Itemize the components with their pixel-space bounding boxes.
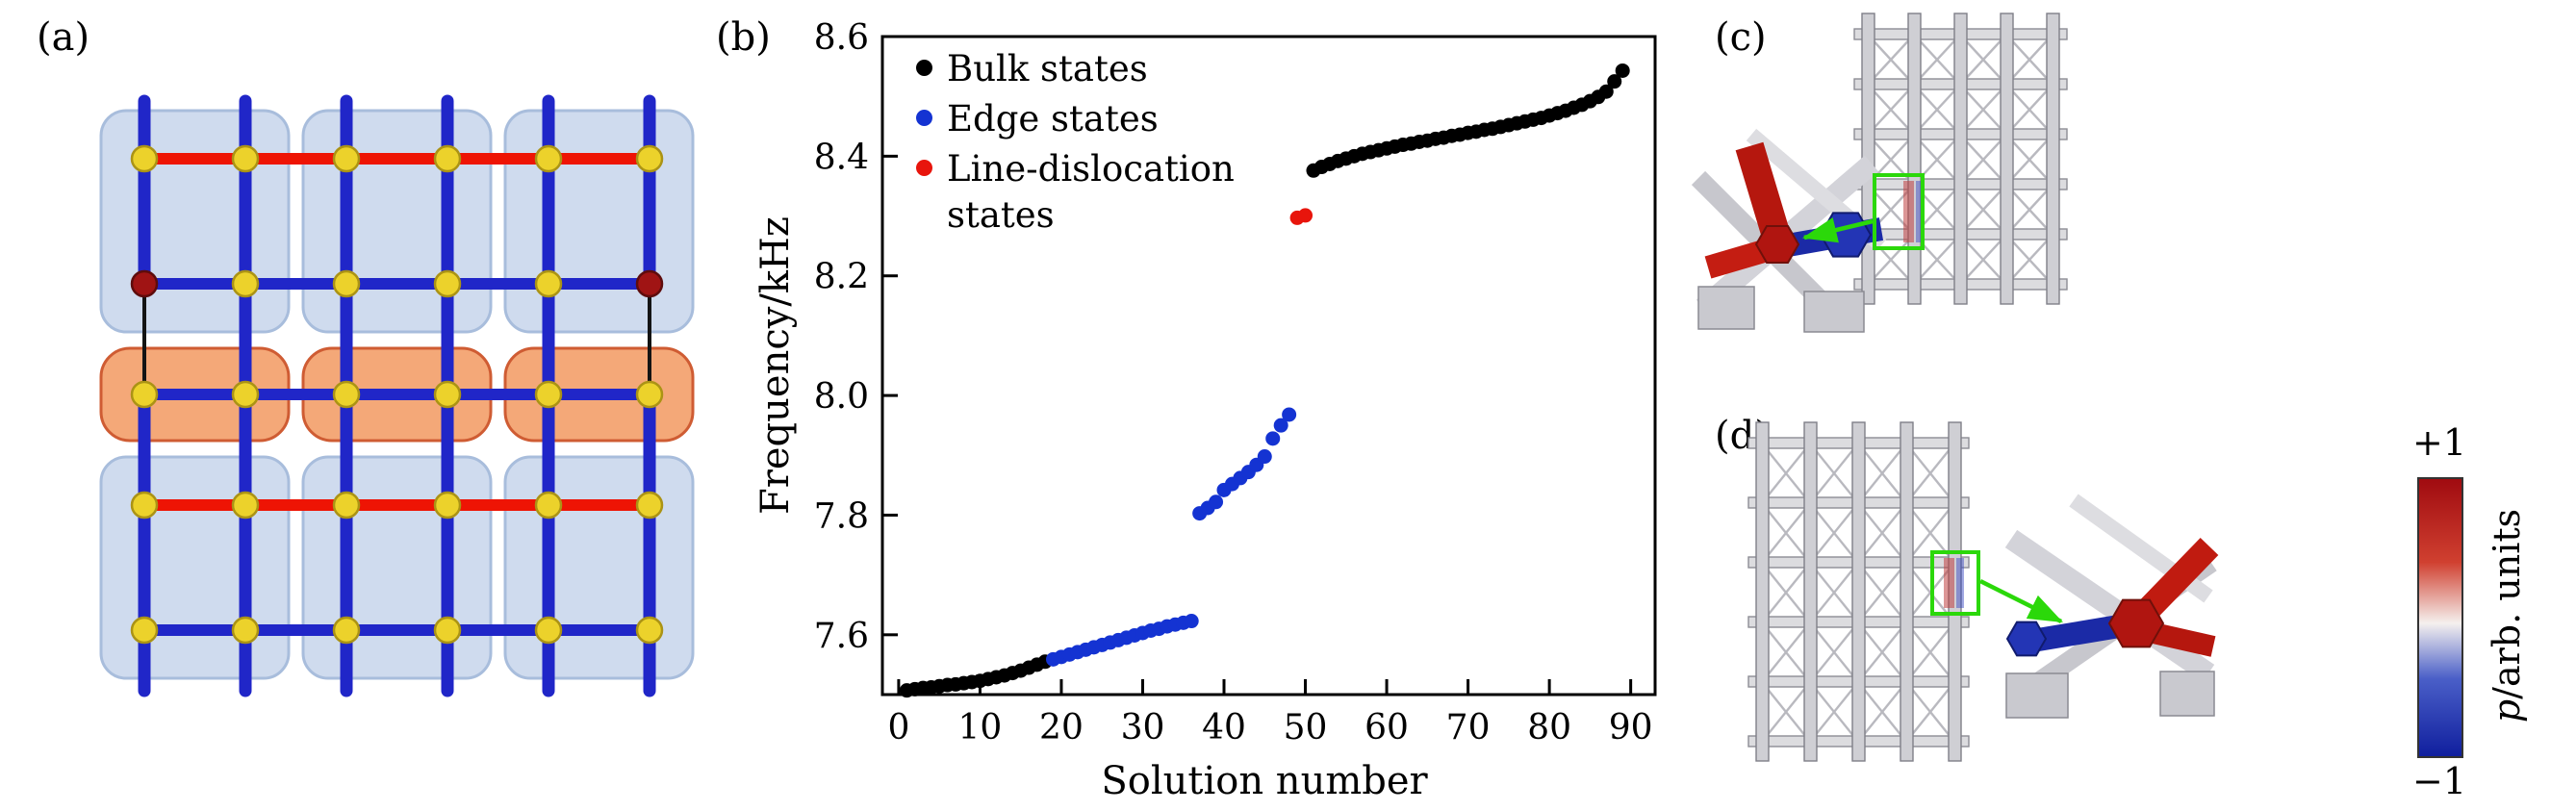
plot-frame (880, 35, 1657, 697)
lattice-diagram (99, 94, 695, 697)
highlight-box-d (1930, 550, 1980, 616)
legend-label: Bulk states (947, 48, 1148, 89)
colorbar-max-label: +1 (2411, 421, 2467, 464)
y-axis-label: Frequency/kHz (753, 215, 798, 516)
svg-text:8.2: 8.2 (814, 258, 869, 297)
horizontal-red-bonds (139, 153, 655, 511)
panel-label-b: (b) (716, 15, 771, 60)
horizontal-blue-bonds (139, 278, 655, 636)
colorbar-units-label: p/arb. units (2486, 508, 2528, 723)
positive-pressure-node (2107, 598, 2165, 648)
colorbar-min-label: −1 (2411, 760, 2467, 802)
x-axis-label: Solution number (1101, 759, 1428, 803)
svg-text:50: 50 (1284, 708, 1328, 748)
dislocation-bonds (142, 284, 651, 394)
spectrum-plot: 0 10 20 30 40 50 60 70 80 90 7.6 7.8 8.0 8.2 8.4 8.6 (814, 18, 1657, 748)
svg-text:10: 10 (958, 708, 1003, 748)
svg-text:30: 30 (1121, 708, 1165, 748)
positive-pressure-beam (2138, 537, 2219, 620)
svg-text:8.0: 8.0 (814, 377, 869, 417)
structure-renders (1691, 13, 2219, 762)
pressure-tint-blue-d (1956, 558, 1964, 608)
negative-pressure-node (2005, 621, 2048, 657)
pressure-tint-red-d (1944, 558, 1954, 608)
legend-item: Bulk states (916, 46, 1284, 92)
lattice-sites (130, 144, 664, 645)
legend-item: Line-dislocation states (916, 146, 1284, 239)
structure-d (1747, 421, 1970, 762)
svg-text:40: 40 (1202, 708, 1246, 748)
panel-label-c: (c) (1715, 15, 1767, 60)
colorbar (2417, 477, 2463, 758)
svg-text:60: 60 (1365, 708, 1409, 748)
zoom-inset-c (1691, 128, 1887, 333)
zoom-inset-d (2004, 494, 2219, 719)
series-edge-states (1046, 407, 1297, 667)
plot-points (899, 63, 1630, 698)
legend-marker (916, 160, 932, 177)
highlight-box-c (1873, 173, 1925, 250)
positive-pressure-node (1754, 225, 1800, 264)
legend-marker (916, 110, 932, 127)
legend-label: Line-dislocation states (947, 148, 1235, 237)
svg-text:8.4: 8.4 (814, 138, 869, 177)
pressure-tint-blue-c (1916, 181, 1924, 242)
plot-legend: Bulk states Edge states Line-dislocation s… (916, 46, 1284, 242)
svg-text:7.8: 7.8 (814, 496, 869, 536)
panel-label-a: (a) (37, 15, 90, 60)
svg-text:70: 70 (1446, 708, 1491, 748)
zoom-arrow-d (1978, 578, 2064, 624)
series-bulk-states (899, 63, 1630, 698)
legend-marker (916, 60, 932, 76)
svg-text:90: 90 (1609, 708, 1653, 748)
svg-text:80: 80 (1527, 708, 1571, 748)
pressure-tint-red-c (1903, 181, 1914, 242)
series-line-dislocation-states (1289, 208, 1314, 225)
structure-c (1853, 13, 2068, 305)
svg-text:8.6: 8.6 (814, 18, 869, 58)
positive-pressure-beam (2151, 622, 2216, 657)
legend-item: Edge states (916, 96, 1284, 142)
legend-label: Edge states (947, 98, 1159, 140)
svg-text:7.6: 7.6 (814, 617, 869, 656)
zoom-arrow-c (1801, 217, 1874, 243)
svg-text:0: 0 (887, 708, 909, 748)
svg-text:20: 20 (1039, 708, 1084, 748)
